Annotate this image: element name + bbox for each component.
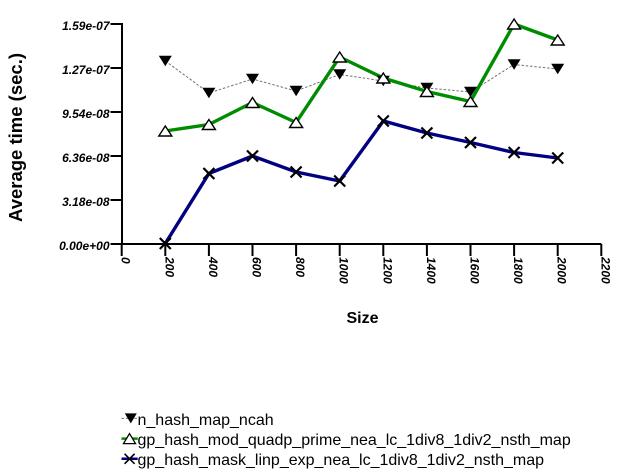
svg-text:n_hash_map_ncah: n_hash_map_ncah	[138, 412, 274, 429]
svg-text:gp_hash_mask_linp_exp_nea_lc_1: gp_hash_mask_linp_exp_nea_lc_1div8_1div2…	[138, 452, 545, 469]
svg-text:1800: 1800	[511, 257, 525, 284]
svg-text:9.54e-08: 9.54e-08	[62, 107, 110, 121]
svg-text:1000: 1000	[337, 257, 351, 284]
svg-text:1400: 1400	[424, 257, 438, 284]
svg-text:1600: 1600	[468, 257, 482, 284]
svg-text:6.36e-08: 6.36e-08	[62, 151, 110, 165]
svg-text:1.27e-07: 1.27e-07	[62, 63, 111, 77]
svg-text:800: 800	[293, 257, 307, 277]
svg-text:2200: 2200	[598, 256, 612, 284]
svg-text:3.18e-08: 3.18e-08	[62, 195, 110, 209]
svg-text:Average time (sec.): Average time (sec.)	[6, 53, 26, 222]
svg-text:200: 200	[162, 256, 176, 277]
svg-text:0.00e+00: 0.00e+00	[59, 239, 110, 253]
svg-text:2000: 2000	[555, 256, 569, 284]
svg-text:1200: 1200	[380, 257, 394, 284]
svg-text:400: 400	[206, 256, 220, 277]
svg-text:600: 600	[250, 257, 264, 277]
svg-text:gp_hash_mod_quadp_prime_nea_lc: gp_hash_mod_quadp_prime_nea_lc_1div8_1di…	[138, 432, 571, 449]
svg-text:Size: Size	[346, 310, 378, 327]
svg-text:1.59e-07: 1.59e-07	[62, 19, 111, 33]
svg-text:0: 0	[119, 257, 133, 264]
